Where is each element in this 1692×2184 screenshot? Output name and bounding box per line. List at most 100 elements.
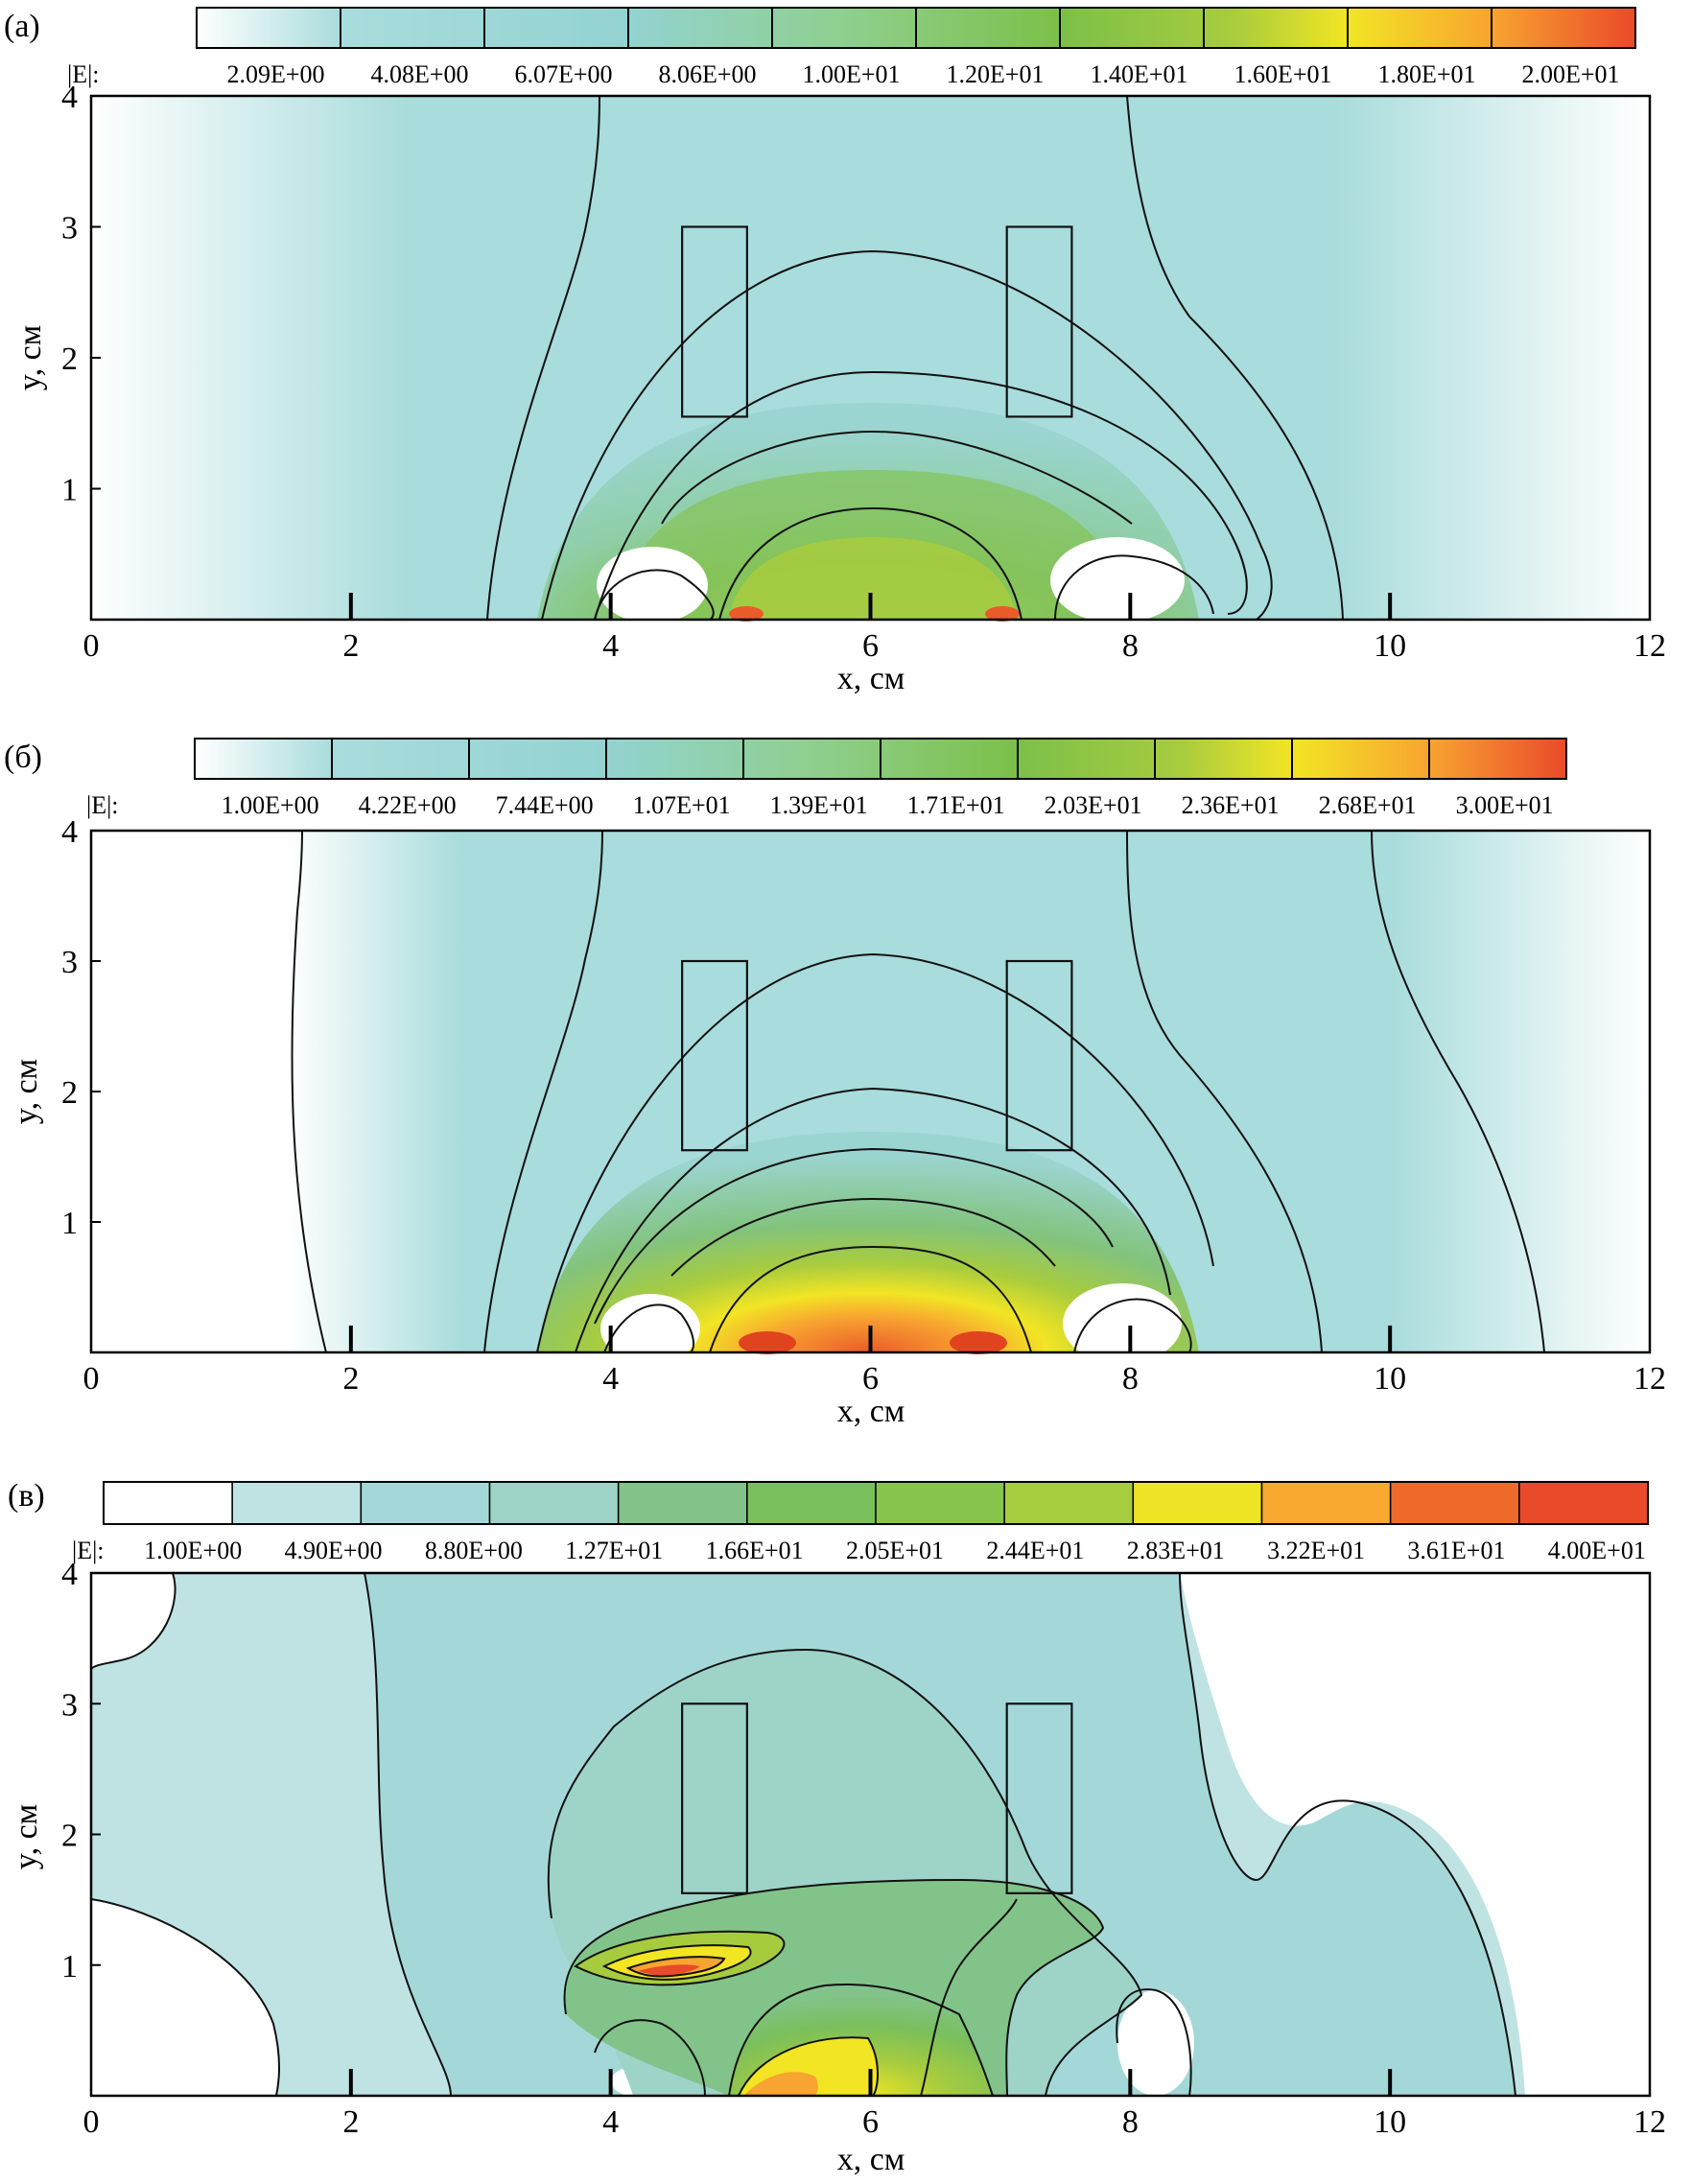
colorbar-level-label: 4.90E+00 [285, 1537, 383, 1564]
x-tick-label: 6 [862, 1361, 879, 1397]
dielectric-block-1 [681, 959, 748, 1152]
colorbar-cell [103, 1481, 233, 1525]
panel-b-markers [348, 1326, 1393, 1352]
x-tick-label: 12 [1633, 2104, 1666, 2140]
colorbar-b: |E|: 1.00E+00 4.22E+00 7.44E+00 1.07E+01 1.3… [86, 738, 1567, 819]
panel-b-objects [681, 959, 1073, 1152]
colorbar-b-labels: 1.00E+00 4.22E+00 7.44E+00 1.07E+01 1.39E+01… [222, 791, 1554, 819]
colorbar-cell [360, 1481, 491, 1525]
colorbar-level-label: 6.07E+00 [514, 60, 612, 88]
dielectric-block-2 [1005, 1703, 1073, 1894]
panel-c: (в) |E|: 1.00E+00 4.90E+00 8.80E+00 1.27E+0… [8, 1478, 1666, 2177]
y-tick-label: 3 [61, 1687, 78, 1723]
x-tick-label: 10 [1374, 2104, 1406, 2140]
panel-b-x-title: x, см [837, 1394, 905, 1429]
colorbar-level-label: 1.60E+01 [1234, 60, 1331, 88]
colorbar-level-label: 4.08E+00 [370, 60, 468, 88]
colorbar-c: |E|: 1.00E+00 4.90E+00 8.80E+00 1.27E+01 1.6… [72, 1481, 1649, 1564]
colorbar-level-label: 1.20E+01 [946, 60, 1044, 88]
x-tick-label: 12 [1633, 628, 1666, 664]
x-tick-label: 8 [1122, 1361, 1139, 1397]
colorbar-level-label: 3.61E+01 [1407, 1537, 1505, 1564]
colorbar-a-title: |E|: [67, 60, 100, 88]
y-tick-label: 2 [61, 1075, 78, 1111]
y-tick-label: 1 [61, 1949, 78, 1984]
colorbar-level-label: 1.71E+01 [907, 791, 1005, 819]
colorbar-cell [617, 1481, 748, 1525]
colorbar-cell [1132, 1481, 1263, 1525]
colorbar-c-cells [103, 1481, 1649, 1525]
colorbar-cell [1389, 1481, 1520, 1525]
panel-a-label: (а) [4, 9, 40, 44]
colorbar-a-labels: 2.09E+00 4.08E+00 6.07E+00 8.06E+00 1.00E+01… [226, 60, 1619, 88]
colorbar-c-labels: 1.00E+00 4.90E+00 8.80E+00 1.27E+01 1.66E+01… [144, 1537, 1646, 1564]
panel-c-y-ticks: 1 2 3 4 [61, 1557, 101, 1984]
colorbar-level-label: 4.00E+01 [1548, 1537, 1646, 1564]
panel-b: (б) |E|: 1.00E+00 4.22E+00 7.44E+00 1.07E+0… [4, 738, 1667, 1429]
panel-c-x-title: x, см [837, 2142, 905, 2177]
colorbar-level-label: 3.22E+01 [1267, 1537, 1365, 1564]
colorbar-cell [1003, 1481, 1135, 1525]
panel-c-label: (в) [8, 1478, 45, 1514]
panel-b-label: (б) [4, 740, 42, 775]
x-tick-label: 2 [342, 2104, 359, 2140]
panel-b-x-ticks: 0 2 4 6 8 10 12 [83, 1361, 1667, 1397]
colorbar-c-title: |E|: [72, 1537, 105, 1564]
dielectric-block-2 [1005, 959, 1073, 1152]
colorbar-level-label: 1.66E+01 [706, 1537, 804, 1564]
colorbar-level-label: 2.68E+01 [1319, 791, 1417, 819]
x-tick-label: 8 [1122, 2104, 1139, 2140]
dielectric-block-1 [681, 225, 748, 418]
colorbar-b-title: |E|: [86, 791, 119, 819]
panel-c-objects [681, 1703, 1073, 1894]
colorbar-level-label: 2.36E+01 [1182, 791, 1280, 819]
panel-b-y-title: y, см [9, 1059, 44, 1124]
colorbar-level-label: 7.44E+00 [496, 791, 594, 819]
y-tick-label: 4 [61, 80, 78, 115]
y-tick-label: 3 [61, 945, 78, 980]
x-tick-label: 8 [1122, 628, 1139, 664]
panel-a-y-title: y, см [12, 325, 48, 390]
colorbar-cell [875, 1481, 1005, 1525]
colorbar-level-label: 2.00E+01 [1521, 60, 1619, 88]
panel-c-y-title: y, см [9, 1804, 44, 1869]
colorbar-cell [488, 1481, 620, 1525]
colorbar-cell [1260, 1481, 1392, 1525]
y-tick-label: 4 [61, 1557, 78, 1592]
y-tick-label: 1 [61, 1206, 78, 1241]
colorbar-level-label: 8.06E+00 [658, 60, 756, 88]
colorbar-level-label: 1.00E+00 [144, 1537, 242, 1564]
x-tick-label: 10 [1374, 1361, 1406, 1397]
dielectric-block-2 [1005, 225, 1073, 418]
panel-c-markers [348, 2069, 1393, 2096]
panel-b-y-ticks: 1 2 3 4 [61, 814, 101, 1241]
x-tick-label: 4 [602, 628, 619, 664]
colorbar-level-label: 2.09E+00 [226, 60, 324, 88]
colorbar-level-label: 2.44E+01 [986, 1537, 1084, 1564]
x-tick-label: 4 [602, 2104, 619, 2140]
colorbar-cell [231, 1481, 363, 1525]
colorbar-c-frame [103, 1481, 1649, 1525]
colorbar-a: |E|: 2.09E+00 4.08E+00 6.07E+00 8.06E+00 1.0… [67, 7, 1636, 88]
colorbar-level-label: 1.39E+01 [770, 791, 868, 819]
x-tick-label: 10 [1374, 628, 1406, 664]
colorbar-b-dividers [331, 739, 1430, 779]
colorbar-a-dividers [340, 8, 1492, 48]
colorbar-level-label: 8.80E+00 [425, 1537, 523, 1564]
y-tick-label: 4 [61, 814, 78, 850]
colorbar-level-label: 1.07E+01 [633, 791, 731, 819]
colorbar-level-label: 1.00E+01 [802, 60, 900, 88]
plot-b [91, 830, 1650, 1364]
dielectric-block-1 [681, 1703, 748, 1894]
colorbar-level-label: 1.00E+00 [222, 791, 319, 819]
plot-c [90, 1572, 1650, 2097]
colorbar-cell [746, 1481, 877, 1525]
colorbar-level-label: 4.22E+00 [359, 791, 457, 819]
colorbar-level-label: 1.80E+01 [1377, 60, 1475, 88]
x-tick-label: 2 [342, 1361, 359, 1397]
panel-a-objects [681, 225, 1073, 418]
colorbar-level-label: 2.83E+01 [1127, 1537, 1225, 1564]
x-tick-label: 4 [602, 1361, 619, 1397]
y-tick-label: 2 [61, 1819, 78, 1854]
